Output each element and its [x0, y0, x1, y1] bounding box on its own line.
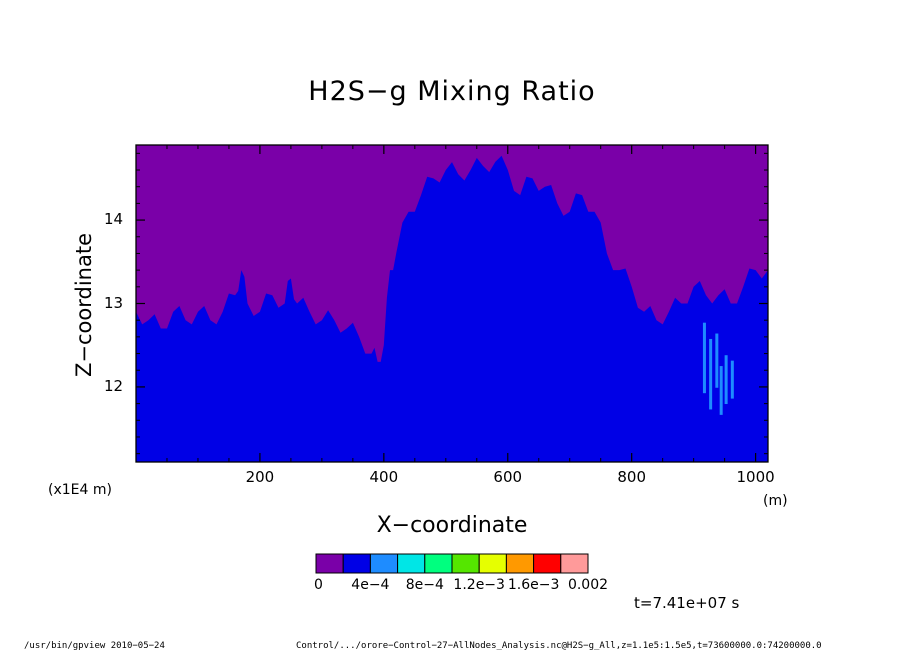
patch-light-blue	[724, 355, 728, 405]
colorbar-label: 8e−4	[405, 577, 444, 593]
y-axis-label: Z−coordinate	[72, 233, 96, 377]
colorbar-swatch	[424, 553, 453, 574]
y-tick-label: 14	[104, 210, 124, 229]
x-axis-unit-right: (m)	[763, 493, 788, 509]
colorbar-swatch	[369, 553, 399, 574]
time-stamp: t=7.41e+07 s	[634, 594, 740, 612]
y-tick-label: 13	[104, 293, 124, 312]
patch-light-blue	[715, 333, 719, 388]
footer-program: /usr/bin/gpview 2010−05−24	[24, 641, 165, 651]
colorbar-label: 0	[314, 577, 323, 593]
x-tick-label: 600	[493, 468, 523, 486]
colorbar-swatch	[533, 553, 562, 574]
colorbar-label: 1.2e−3	[453, 577, 505, 593]
band-blue	[136, 155, 768, 463]
x-axis-label: X−coordinate	[376, 513, 528, 538]
colorbar-label: 1.6e−3	[507, 577, 560, 593]
x-tick-label: 1000	[736, 468, 775, 486]
colorbar-label: 4e−4	[351, 577, 390, 593]
x-tick-label: 400	[369, 468, 399, 486]
patch-light-blue	[702, 322, 706, 394]
colorbar-swatch	[451, 553, 480, 574]
colorbar-swatch	[478, 553, 507, 574]
patch-light-blue	[730, 360, 734, 399]
chart-title: H2S−g Mixing Ratio	[308, 76, 596, 107]
colorbar-label: 0.002	[567, 577, 609, 593]
colorbar-swatch	[560, 553, 589, 574]
colorbar-swatch	[342, 553, 371, 574]
colorbar-swatch	[397, 553, 426, 574]
x-tick-label: 200	[245, 468, 275, 486]
y-tick-label: 12	[104, 376, 124, 395]
patch-light-blue	[709, 338, 713, 410]
footer-file: Control/.../orore−Control−27−AllNodes_An…	[296, 641, 822, 651]
colorbar-swatch	[315, 553, 344, 574]
plot-area	[135, 144, 769, 463]
colorbar-swatch	[505, 553, 535, 574]
x-tick-label: 800	[617, 468, 646, 486]
patch-light-blue	[719, 366, 723, 415]
x-axis-unit-left: (x1E4 m)	[48, 482, 112, 498]
colorbar	[315, 553, 589, 574]
